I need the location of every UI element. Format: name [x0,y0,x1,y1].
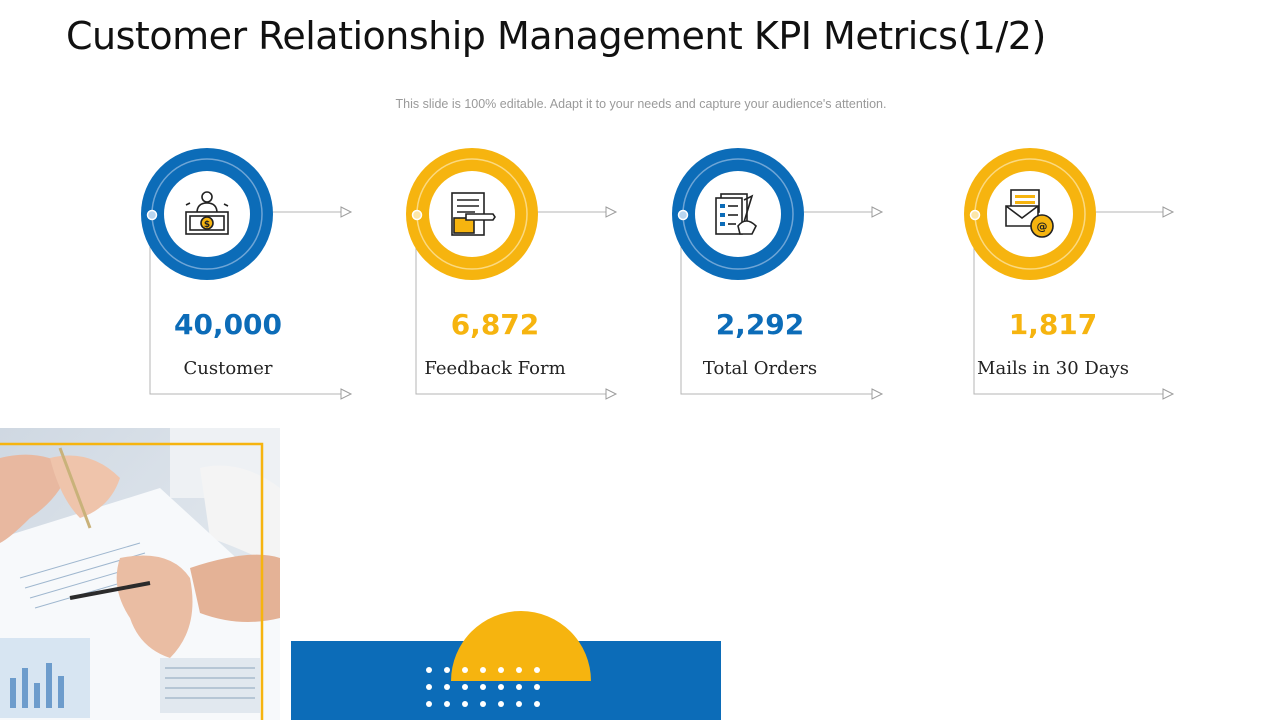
kpi-card-customer: $ [141,148,353,400]
kpi-value-feedback-form: 6,872 [450,308,540,341]
kpi-value-total-orders: 2,292 [715,308,805,341]
kpi-label-total-orders: Total Orders [702,358,818,379]
kpi-label-feedback-form: Feedback Form [424,358,566,379]
email-at-icon: @ [1005,189,1054,238]
kpi-label-customer: Customer [183,358,273,379]
kpi-value-customer: 40,000 [173,308,283,341]
banker-cash-icon: $ [185,191,229,235]
slide-subtitle: This slide is 100% editable. Adapt it to… [395,97,887,111]
kpi-card-feedback-form [406,148,618,400]
kpi-card-total-orders [672,148,884,400]
slide-title: Customer Relationship Management KPI Met… [66,14,1046,58]
kpi-label-mails: Mails in 30 Days [977,358,1129,379]
order-checklist-icon [715,193,757,235]
dot-grid-decoration [426,667,540,707]
kpi-value-mails: 1,817 [1008,308,1098,341]
business-meeting-photo [0,428,280,720]
svg-text:$: $ [204,220,210,230]
feedback-form-icon [451,192,496,236]
svg-text:@: @ [1037,220,1048,233]
decorative-banner [291,611,721,720]
kpi-card-mails: @ [964,148,1175,400]
kpi-graphics: $ [141,148,1175,400]
